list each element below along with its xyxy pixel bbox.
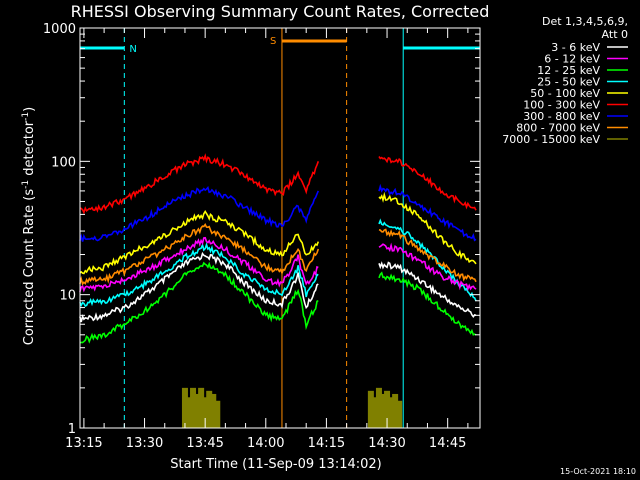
footer-timestamp: 15-Oct-2021 18:10 <box>560 467 636 476</box>
plot-frame <box>79 27 481 429</box>
legend-label: 12 - 25 keV <box>537 64 600 77</box>
x-tick-label: 14:00 <box>247 436 284 451</box>
series-8-bar <box>371 397 378 428</box>
series-8-bar <box>388 397 395 428</box>
legend-header-line1: Det 1,3,4,5,6,9, <box>542 15 628 28</box>
series-0-line <box>79 251 319 323</box>
series-8-bar <box>384 390 391 428</box>
series-5-line <box>79 153 320 215</box>
series-7-line <box>79 222 320 286</box>
legend-header-line2: Att 0 <box>602 28 628 41</box>
annotation-layer: NS <box>79 36 480 55</box>
y-axis-label: Corrected Count Rate (s-1 detector-1) <box>21 107 37 345</box>
y-axis-ticks: 1 10 100 1000 <box>43 22 480 437</box>
legend-label: 25 - 50 keV <box>537 76 600 89</box>
series-4-line <box>79 209 320 275</box>
series-2-line <box>79 261 319 344</box>
series-8-bar <box>190 387 197 428</box>
legend-label: 6 - 12 keV <box>544 53 600 66</box>
series-5-line <box>378 156 477 211</box>
x-tick-label: 13:45 <box>186 436 223 451</box>
y-axis-label-sup2: -1 <box>21 112 31 121</box>
series-8-bar <box>194 393 201 428</box>
y-axis-label-end: ) <box>22 107 37 112</box>
series-8-bar <box>181 387 188 428</box>
series-7-line <box>378 228 477 283</box>
series-3-line <box>79 242 319 308</box>
series-1-line <box>79 236 319 293</box>
series-6-line <box>378 183 477 242</box>
series-2-line <box>378 271 477 336</box>
series-8-bar <box>185 397 192 428</box>
series-8-bar <box>206 390 213 428</box>
y-tick-label: 10 <box>59 289 76 304</box>
series-8-bar <box>198 387 205 428</box>
x-tick-label: 14:30 <box>368 436 405 451</box>
series-8-bar <box>375 387 382 428</box>
x-tick-label: 13:15 <box>65 436 102 451</box>
legend-label: 50 - 100 keV <box>530 87 600 100</box>
y-tick-label: 1000 <box>43 22 76 37</box>
night-label: N <box>129 44 136 55</box>
series-0-line <box>378 261 477 319</box>
x-tick-label: 14:15 <box>308 436 345 451</box>
series-8-bar <box>367 390 374 428</box>
y-tick-label: 100 <box>51 155 76 170</box>
y-axis-label-sup1: -1 <box>21 180 31 189</box>
series-8-bar <box>392 393 399 428</box>
series-8-bar <box>210 393 217 428</box>
series-8-bar <box>396 400 403 428</box>
x-tick-label: 14:45 <box>429 436 466 451</box>
legend-label: 3 - 6 keV <box>551 41 600 54</box>
saa-label: S <box>270 36 276 47</box>
legend-label: 300 - 800 keV <box>523 110 600 123</box>
legend-label: 800 - 7000 keV <box>516 122 600 135</box>
series-layer <box>79 153 477 428</box>
series-1-line <box>378 242 477 292</box>
chart-title: RHESSI Observing Summary Count Rates, Co… <box>71 2 490 21</box>
legend-label: 7000 - 15000 keV <box>502 133 600 146</box>
y-axis-label-main: Corrected Count Rate (s <box>22 189 37 346</box>
x-axis-label: Start Time (11-Sep-09 13:14:02) <box>170 457 381 472</box>
series-8-bar <box>202 397 209 428</box>
series-8-bar <box>379 393 386 428</box>
series-4-line <box>378 191 477 265</box>
series-8-bar <box>214 400 221 428</box>
series-6-line <box>79 186 320 242</box>
x-tick-label: 13:30 <box>126 436 163 451</box>
y-tick-label: 1 <box>68 422 76 437</box>
legend-label: 100 - 300 keV <box>523 99 600 112</box>
x-axis-ticks: 13:15 13:30 13:45 14:00 14:15 14:30 14:45 <box>65 28 469 451</box>
y-axis-label-mid: detector <box>22 120 37 180</box>
